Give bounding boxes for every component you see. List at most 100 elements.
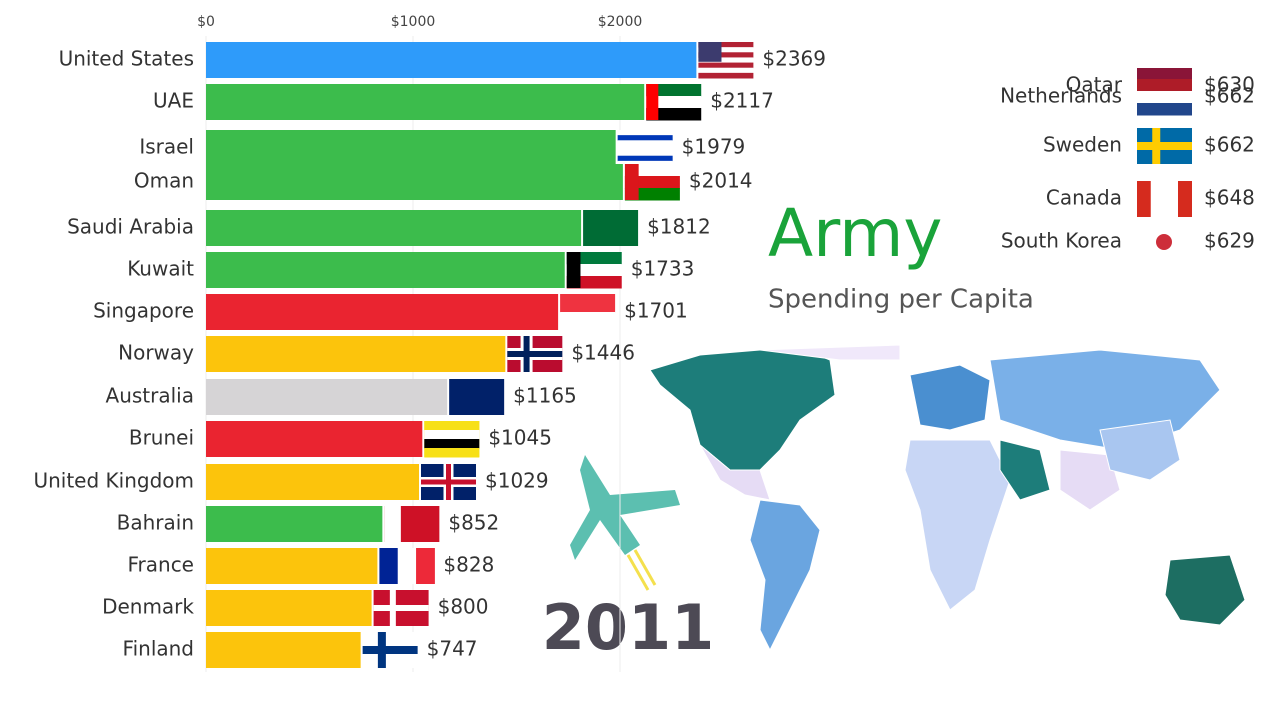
flag-icon bbox=[421, 464, 477, 500]
flag-field bbox=[583, 210, 639, 246]
value-label: $2014 bbox=[689, 169, 753, 193]
flag-band bbox=[624, 164, 639, 200]
flag-stripe bbox=[424, 430, 480, 440]
bar bbox=[206, 421, 423, 457]
flag-stripe bbox=[698, 72, 754, 79]
side-value: $662 bbox=[1204, 84, 1255, 108]
x-tick-label: $2000 bbox=[598, 14, 643, 30]
y-tick-label: UAE bbox=[153, 89, 194, 113]
value-label: $828 bbox=[443, 553, 494, 577]
flag-icon bbox=[698, 42, 754, 79]
flag-stripe bbox=[1137, 91, 1192, 104]
y-tick-label: Israel bbox=[139, 135, 194, 159]
flag-field bbox=[449, 379, 505, 415]
flag-band bbox=[384, 506, 401, 542]
flag-stripe bbox=[617, 145, 673, 152]
flag-band bbox=[566, 252, 581, 288]
value-label: $747 bbox=[427, 637, 478, 661]
value-label: $1812 bbox=[647, 215, 711, 239]
value-label: $2117 bbox=[710, 89, 774, 113]
side-value: $629 bbox=[1204, 229, 1255, 253]
flag-icon bbox=[583, 210, 639, 246]
flag-stripe bbox=[617, 150, 673, 157]
value-label: $852 bbox=[448, 511, 499, 535]
bar bbox=[206, 84, 645, 120]
flag-cross bbox=[1137, 142, 1192, 150]
flag-cross bbox=[507, 351, 563, 357]
bar bbox=[206, 590, 372, 626]
flag-stripe bbox=[698, 42, 754, 48]
value-label: $1029 bbox=[485, 469, 549, 493]
bar bbox=[206, 336, 506, 372]
flag-icon bbox=[1137, 79, 1192, 116]
value-label: $1045 bbox=[488, 426, 552, 450]
flag-icon bbox=[646, 84, 702, 121]
flag-icon bbox=[449, 379, 505, 415]
y-tick-label: Finland bbox=[123, 637, 194, 661]
value-label: $1446 bbox=[571, 341, 635, 365]
flag-band bbox=[1137, 181, 1151, 217]
bar bbox=[206, 464, 420, 500]
flag-icon bbox=[373, 590, 429, 626]
side-value: $648 bbox=[1204, 186, 1255, 210]
side-category: Netherlands bbox=[1000, 84, 1122, 108]
flag-stripe bbox=[424, 439, 480, 449]
flag-stripe bbox=[617, 140, 673, 146]
y-tick-label: Oman bbox=[134, 169, 194, 193]
flag-stripe bbox=[1137, 79, 1192, 92]
year-label: 2011 bbox=[542, 591, 715, 664]
bar bbox=[206, 252, 565, 288]
flag-cross bbox=[373, 605, 429, 611]
flag-stripe bbox=[698, 67, 754, 74]
world-map bbox=[649, 344, 1246, 652]
bar bbox=[206, 632, 361, 668]
bar bbox=[206, 379, 448, 415]
x-tick-label: $1000 bbox=[391, 14, 436, 30]
side-category: Sweden bbox=[1043, 133, 1122, 157]
flag-emblem bbox=[1156, 234, 1172, 250]
bar bbox=[206, 294, 559, 330]
value-label: $1979 bbox=[682, 135, 746, 159]
flag-icon bbox=[624, 164, 680, 201]
flag-stripe bbox=[646, 108, 702, 121]
y-tick-label: Saudi Arabia bbox=[67, 215, 194, 239]
flag-stripe bbox=[424, 421, 480, 431]
value-label: $1165 bbox=[513, 384, 577, 408]
flag-icon bbox=[384, 506, 440, 542]
value-label: $2369 bbox=[762, 47, 826, 71]
flag-icon bbox=[617, 130, 673, 167]
chart-title: Army bbox=[768, 195, 942, 272]
y-tick-label: United States bbox=[59, 47, 194, 71]
flag-stripe bbox=[617, 155, 673, 162]
flag-stripe bbox=[560, 294, 616, 313]
bar bbox=[206, 42, 697, 78]
bar bbox=[206, 210, 582, 246]
y-tick-label: United Kingdom bbox=[33, 469, 194, 493]
value-label: $1701 bbox=[624, 299, 688, 323]
y-tick-label: Denmark bbox=[102, 595, 194, 619]
flag-stripe bbox=[416, 548, 435, 584]
flag-stripe bbox=[424, 448, 480, 458]
value-label: $1733 bbox=[631, 257, 695, 281]
flag-cross bbox=[421, 479, 477, 485]
flag-stripe bbox=[560, 312, 616, 331]
y-tick-label: Singapore bbox=[93, 299, 194, 323]
flag-icon bbox=[424, 421, 480, 458]
bar bbox=[206, 506, 383, 542]
bar bbox=[206, 130, 616, 166]
flag-icon bbox=[362, 632, 418, 668]
flag-stripe bbox=[617, 130, 673, 136]
side-value: $630 bbox=[1204, 73, 1255, 97]
x-tick-label: $0 bbox=[197, 14, 215, 30]
flag-band bbox=[1178, 181, 1192, 217]
flag-stripe bbox=[646, 84, 702, 97]
flag-stripe bbox=[698, 52, 754, 58]
flag-stripe bbox=[698, 47, 754, 53]
flag-canton bbox=[698, 42, 722, 62]
flag-icon bbox=[566, 252, 622, 289]
side-category: Canada bbox=[1046, 186, 1122, 210]
y-tick-label: Norway bbox=[118, 341, 194, 365]
flag-stripe bbox=[646, 96, 702, 109]
flag-icon bbox=[1137, 128, 1192, 164]
flag-stripe bbox=[397, 548, 417, 584]
